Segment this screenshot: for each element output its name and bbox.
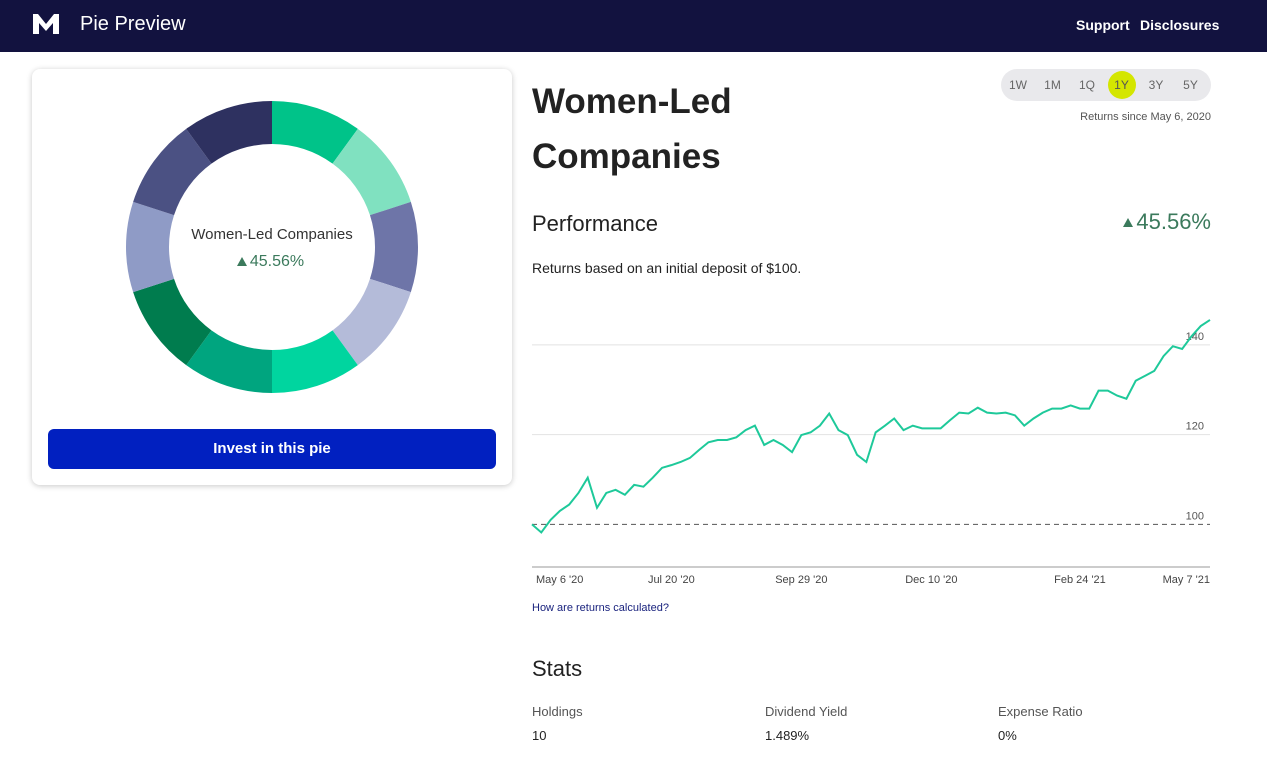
pie-card: Women-Led Companies 45.56% Invest in thi… <box>32 69 512 485</box>
x-tick-label: May 7 '21 <box>1163 574 1210 586</box>
performance-value: 45.56% <box>1100 209 1211 235</box>
period-option[interactable]: 3Y <box>1142 71 1170 99</box>
stat-value: 10 <box>532 728 547 743</box>
header: Pie Preview Support Disclosures <box>0 0 1267 52</box>
stat-label: Dividend Yield <box>765 704 848 719</box>
x-tick-label: Sep 29 '20 <box>775 574 827 586</box>
donut-slice <box>186 101 272 164</box>
performance-heading: Performance <box>532 211 658 236</box>
period-option[interactable]: 1Q <box>1073 71 1101 99</box>
y-tick-label: 120 <box>1186 421 1204 433</box>
donut-slice <box>133 128 212 216</box>
period-option[interactable]: 1W <box>1004 71 1032 99</box>
donut-slice <box>332 278 411 366</box>
x-tick-label: Feb 24 '21 <box>1054 574 1106 586</box>
donut-slice <box>369 201 418 293</box>
y-tick-label: 140 <box>1186 331 1204 343</box>
donut-slice <box>272 101 358 164</box>
donut-chart: Women-Led Companies 45.56% <box>125 101 418 393</box>
brand: Pie Preview <box>80 13 186 35</box>
up-arrow <box>237 257 247 266</box>
returns-note: Returns since May 6, 2020 <box>1080 111 1211 123</box>
donut-slice <box>186 330 272 393</box>
line-chart: 100 120 140 May 6 '20 Jul 20 '20 Sep 29 '20 De… <box>531 319 1211 586</box>
period-option[interactable]: 1M <box>1039 71 1067 99</box>
donut-value: 45.56% <box>250 253 304 270</box>
up-arrow <box>1123 218 1134 227</box>
invest-button[interactable]: Invest in this pie <box>48 429 496 469</box>
support-link[interactable]: Support <box>1076 17 1130 33</box>
period-option[interactable]: 5Y <box>1177 71 1205 99</box>
logo <box>33 14 59 34</box>
x-tick-label: Jul 20 '20 <box>648 574 695 586</box>
x-tick-label: May 6 '20 <box>536 574 583 586</box>
performance-number: 45.56% <box>1136 209 1211 234</box>
stats-heading: Stats <box>532 656 583 681</box>
performance-description: Returns based on an initial deposit of $… <box>532 260 802 276</box>
period-selector: 1W 1M 1Q 1Y 3Y 5Y <box>1001 69 1211 101</box>
y-tick-label: 100 <box>1186 510 1204 522</box>
donut-slice <box>332 128 411 216</box>
stat-value: 1.489% <box>765 728 810 743</box>
pie-title: Women-Led Companies <box>532 82 732 176</box>
donut-slice <box>272 330 358 393</box>
stat-label: Expense Ratio <box>998 704 1083 719</box>
x-tick-label: Dec 10 '20 <box>905 574 957 586</box>
donut-slice <box>125 201 175 293</box>
donut-slice <box>133 278 212 366</box>
stat-label: Holdings <box>532 704 583 719</box>
returns-link[interactable]: How are returns calculated? <box>532 602 669 614</box>
line-series <box>531 319 1211 534</box>
donut-title: Women-Led Companies <box>191 226 352 243</box>
disclosures-link[interactable]: Disclosures <box>1140 17 1220 33</box>
stat-value: 0% <box>998 728 1017 743</box>
period-option[interactable]: 1Y <box>1107 71 1136 99</box>
